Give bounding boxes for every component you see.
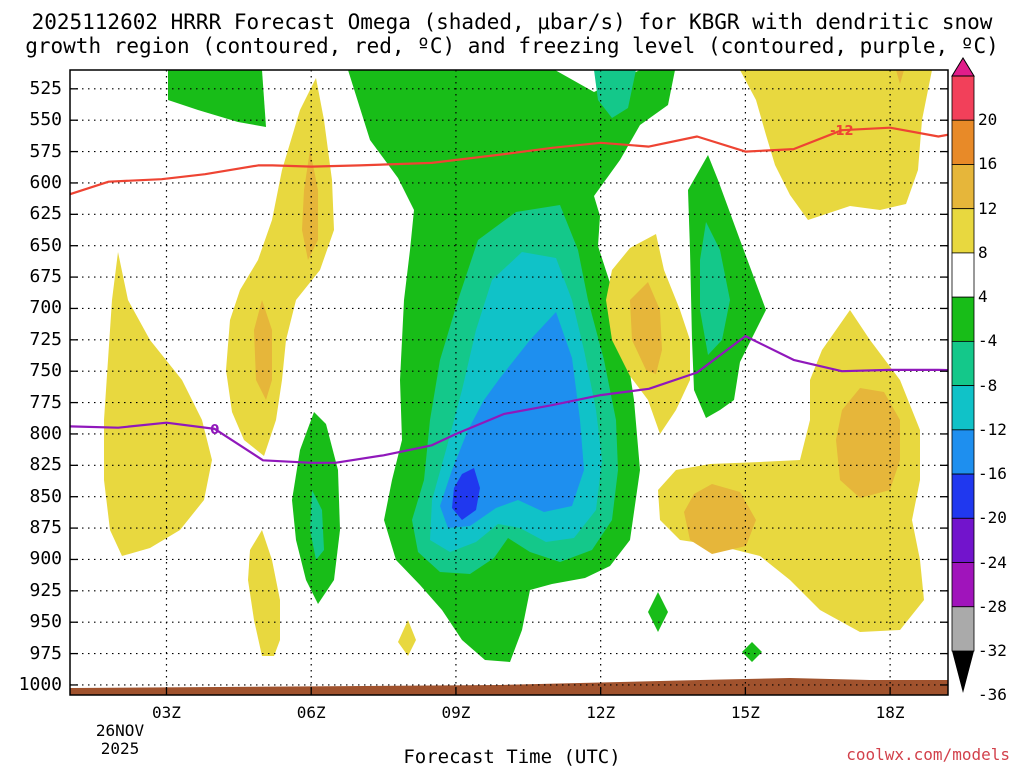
colorbar-label: -20 bbox=[978, 508, 1007, 528]
x-tick-label: 06Z bbox=[296, 703, 326, 722]
y-tick-label: 800 bbox=[29, 422, 62, 444]
omega-shade bbox=[440, 312, 584, 528]
colorbar-swatch bbox=[951, 208, 975, 254]
omega-shade bbox=[302, 150, 318, 260]
omega-shade bbox=[836, 388, 900, 498]
date-label-year: 2025 bbox=[100, 739, 140, 758]
y-tick-label: 775 bbox=[29, 391, 62, 413]
y-tick-label: 675 bbox=[29, 266, 62, 288]
colorbar-swatch bbox=[951, 429, 975, 475]
credit-link[interactable]: coolwx.com/models bbox=[846, 745, 1010, 764]
colorbar-bottom-arrow bbox=[952, 651, 974, 693]
contour-label-zero: 0 bbox=[210, 423, 219, 438]
omega-shade bbox=[310, 490, 324, 560]
omega-shade bbox=[742, 642, 762, 662]
y-tick-label: 625 bbox=[29, 203, 62, 225]
y-tick-label: 825 bbox=[29, 454, 62, 476]
colorbar-label: -12 bbox=[978, 419, 1007, 439]
contour-minus12-line bbox=[70, 126, 948, 196]
y-tick-label: 525 bbox=[29, 77, 62, 99]
colorbar-swatch bbox=[951, 252, 975, 298]
chart-title-line1: 2025112602 HRRR Forecast Omega (shaded, … bbox=[31, 10, 993, 34]
y-tick-label: 925 bbox=[29, 579, 62, 601]
omega-shade bbox=[452, 468, 480, 520]
y-tick-label: 975 bbox=[29, 642, 62, 664]
y-tick-label: 700 bbox=[29, 297, 62, 319]
colorbar-swatch bbox=[951, 340, 975, 387]
y-tick-label: 1000 bbox=[18, 673, 62, 695]
plot-border bbox=[69, 69, 949, 696]
colorbar-label: 8 bbox=[978, 242, 988, 262]
colorbar-label: 16 bbox=[978, 154, 998, 174]
colorbar-swatch bbox=[951, 517, 975, 563]
colorbar-label: -28 bbox=[978, 596, 1007, 616]
colorbar-label: 4 bbox=[978, 287, 988, 307]
omega-shade bbox=[896, 70, 904, 84]
omega-shade bbox=[254, 300, 272, 400]
omega-shade bbox=[684, 484, 756, 554]
y-tick-label: 650 bbox=[29, 234, 62, 256]
colorbar-swatch bbox=[951, 75, 975, 121]
omega-shade bbox=[630, 282, 662, 374]
colorbar-label: 20 bbox=[978, 110, 998, 130]
colorbar-swatch bbox=[951, 164, 975, 210]
chart-title-line2: growth region (contoured, red, ºC) and f… bbox=[25, 34, 999, 58]
colorbar-swatch bbox=[951, 606, 975, 652]
x-tick-label: 18Z bbox=[875, 703, 905, 722]
x-tick-label: 03Z bbox=[152, 703, 181, 722]
y-tick-label: 750 bbox=[29, 360, 62, 382]
colorbar-label: 12 bbox=[978, 198, 998, 218]
omega-shade bbox=[700, 222, 730, 355]
y-tick-label: 900 bbox=[29, 548, 62, 570]
omega-shade bbox=[248, 530, 280, 656]
colorbar-label: -36 bbox=[978, 685, 1007, 705]
colorbar-label: -4 bbox=[978, 331, 998, 351]
y-tick-label: 575 bbox=[29, 140, 62, 162]
omega-shade bbox=[104, 252, 212, 556]
x-tick-label: 15Z bbox=[730, 703, 760, 722]
x-tick-label: 09Z bbox=[441, 703, 471, 722]
colorbar-swatch bbox=[951, 562, 975, 608]
colorbar-swatch bbox=[951, 119, 975, 165]
ground-terrain bbox=[70, 678, 948, 695]
omega-shade bbox=[168, 70, 266, 127]
colorbar-swatch bbox=[951, 296, 975, 342]
colorbar-label: -32 bbox=[978, 641, 1007, 660]
omega-shade bbox=[658, 310, 924, 632]
omega-shade bbox=[398, 620, 416, 656]
colorbar-swatch bbox=[951, 385, 975, 431]
colorbar-label: -16 bbox=[978, 464, 1007, 484]
omega-shade bbox=[594, 70, 636, 118]
colorbar-label: -24 bbox=[978, 552, 1007, 572]
y-tick-label: 850 bbox=[29, 485, 62, 507]
contour-freezing-line bbox=[70, 335, 948, 464]
y-tick-label: 875 bbox=[29, 517, 62, 539]
contour-label-minus12: -12 bbox=[830, 124, 854, 139]
y-tick-label: 550 bbox=[29, 109, 62, 131]
y-tick-label: 950 bbox=[29, 611, 62, 633]
colorbar-swatch bbox=[951, 473, 975, 519]
colorbar-top-arrow bbox=[951, 57, 975, 77]
colorbar-label: -8 bbox=[978, 375, 998, 395]
y-tick-label: 600 bbox=[29, 171, 62, 193]
x-tick-label: 12Z bbox=[586, 703, 616, 722]
date-label-day: 26NOV bbox=[95, 721, 145, 740]
omega-shade bbox=[740, 70, 932, 220]
x-axis-title: Forecast Time (UTC) bbox=[403, 746, 621, 768]
y-tick-label: 725 bbox=[29, 328, 62, 350]
